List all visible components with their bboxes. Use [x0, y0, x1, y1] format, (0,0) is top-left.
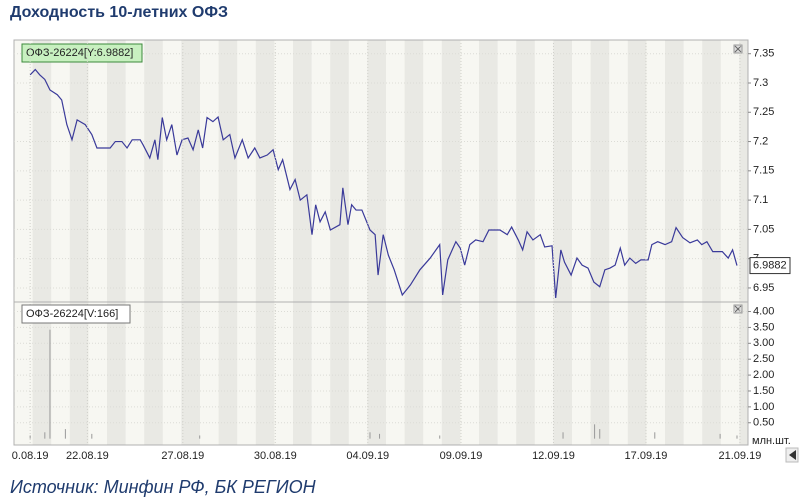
volume-bar	[64, 429, 66, 439]
y-tick-label: 1.00	[753, 401, 774, 413]
y-tick-label: 3.00	[753, 337, 774, 349]
x-tick-label: 12.09.19	[532, 450, 575, 462]
y-tick-label: 2.50	[753, 353, 774, 365]
legend-box	[21, 43, 143, 63]
source-note: Источник: Минфин РФ, БК РЕГИОН	[10, 477, 317, 497]
y-tick-label: 6.95	[753, 282, 774, 294]
day-stripe	[553, 40, 572, 445]
day-stripe	[479, 40, 498, 445]
close-icon[interactable]	[733, 44, 743, 54]
day-stripe	[739, 40, 748, 445]
legend-label: ОФЗ-26224[V:166]	[26, 308, 118, 320]
y-tick-label: 0.50	[753, 417, 774, 429]
legend-label: ОФЗ-26224[Y:6.9882]	[26, 47, 133, 59]
x-tick-label: 30.08.19	[254, 450, 297, 462]
y-tick-label: 7.25	[753, 106, 774, 118]
volume-bar	[719, 433, 721, 439]
volume-bar	[49, 329, 51, 439]
day-stripe	[627, 40, 647, 445]
volume-bar	[369, 432, 371, 439]
x-tick-label: 09.09.19	[440, 450, 483, 462]
y-tick-label: 7.05	[753, 223, 774, 235]
y-tick-label: 2.00	[753, 369, 774, 381]
day-stripe	[255, 40, 275, 445]
x-tick-label: 04.09.19	[346, 450, 389, 462]
day-stripe	[107, 40, 126, 445]
day-stripe	[367, 40, 386, 445]
volume-bar	[654, 432, 656, 439]
volume-bar	[439, 435, 441, 439]
day-stripe	[69, 40, 89, 445]
day-stripe	[590, 40, 610, 445]
series-line	[29, 68, 738, 298]
x-tick-label: 22.08.19	[66, 450, 109, 462]
plot-frame	[13, 39, 749, 446]
volume-bar	[29, 435, 31, 439]
volume-bar	[199, 435, 201, 439]
day-stripe	[218, 40, 238, 445]
x-tick-label: 21.09.19	[719, 450, 762, 462]
day-stripe	[441, 40, 461, 445]
volume-bar	[594, 424, 596, 439]
day-stripe	[665, 40, 684, 445]
y-tick-label: 7.15	[753, 165, 774, 177]
y-tick-label: 1.50	[753, 385, 774, 397]
price-tag-box	[749, 257, 791, 275]
y-tick-label: 4.00	[753, 305, 774, 317]
y-tick-label: 7.35	[753, 48, 774, 60]
y-tick-label: 7.2	[753, 135, 768, 147]
volume-bar	[91, 433, 93, 439]
y-tick-label: 7.3	[753, 77, 768, 89]
day-stripes	[14, 40, 748, 445]
volume-bar	[599, 429, 601, 439]
chart-title: Доходность 10-летних ОФЗ	[10, 4, 228, 21]
x-tick-label: 27.08.19	[161, 450, 204, 462]
volume-bar	[44, 432, 46, 439]
day-stripe	[181, 40, 200, 445]
x-tick-label: 0.08.19	[12, 450, 49, 462]
day-stripe	[404, 40, 424, 445]
day-stripe	[144, 40, 163, 445]
scroll-arrow[interactable]	[785, 447, 799, 463]
volume-bar	[379, 433, 381, 439]
price-tag: 6.9882	[753, 259, 787, 271]
y-tick-label: 3.50	[753, 321, 774, 333]
volume-bar	[736, 435, 738, 439]
day-stripe	[293, 40, 312, 445]
x-tick-label: 17.09.19	[625, 450, 668, 462]
day-stripe	[330, 40, 349, 445]
legend-box	[21, 304, 131, 324]
day-stripe	[32, 40, 52, 445]
volume-bar	[562, 432, 564, 439]
y-tick-label: 7.1	[753, 194, 768, 206]
y-unit: млн.шт.	[752, 435, 791, 447]
